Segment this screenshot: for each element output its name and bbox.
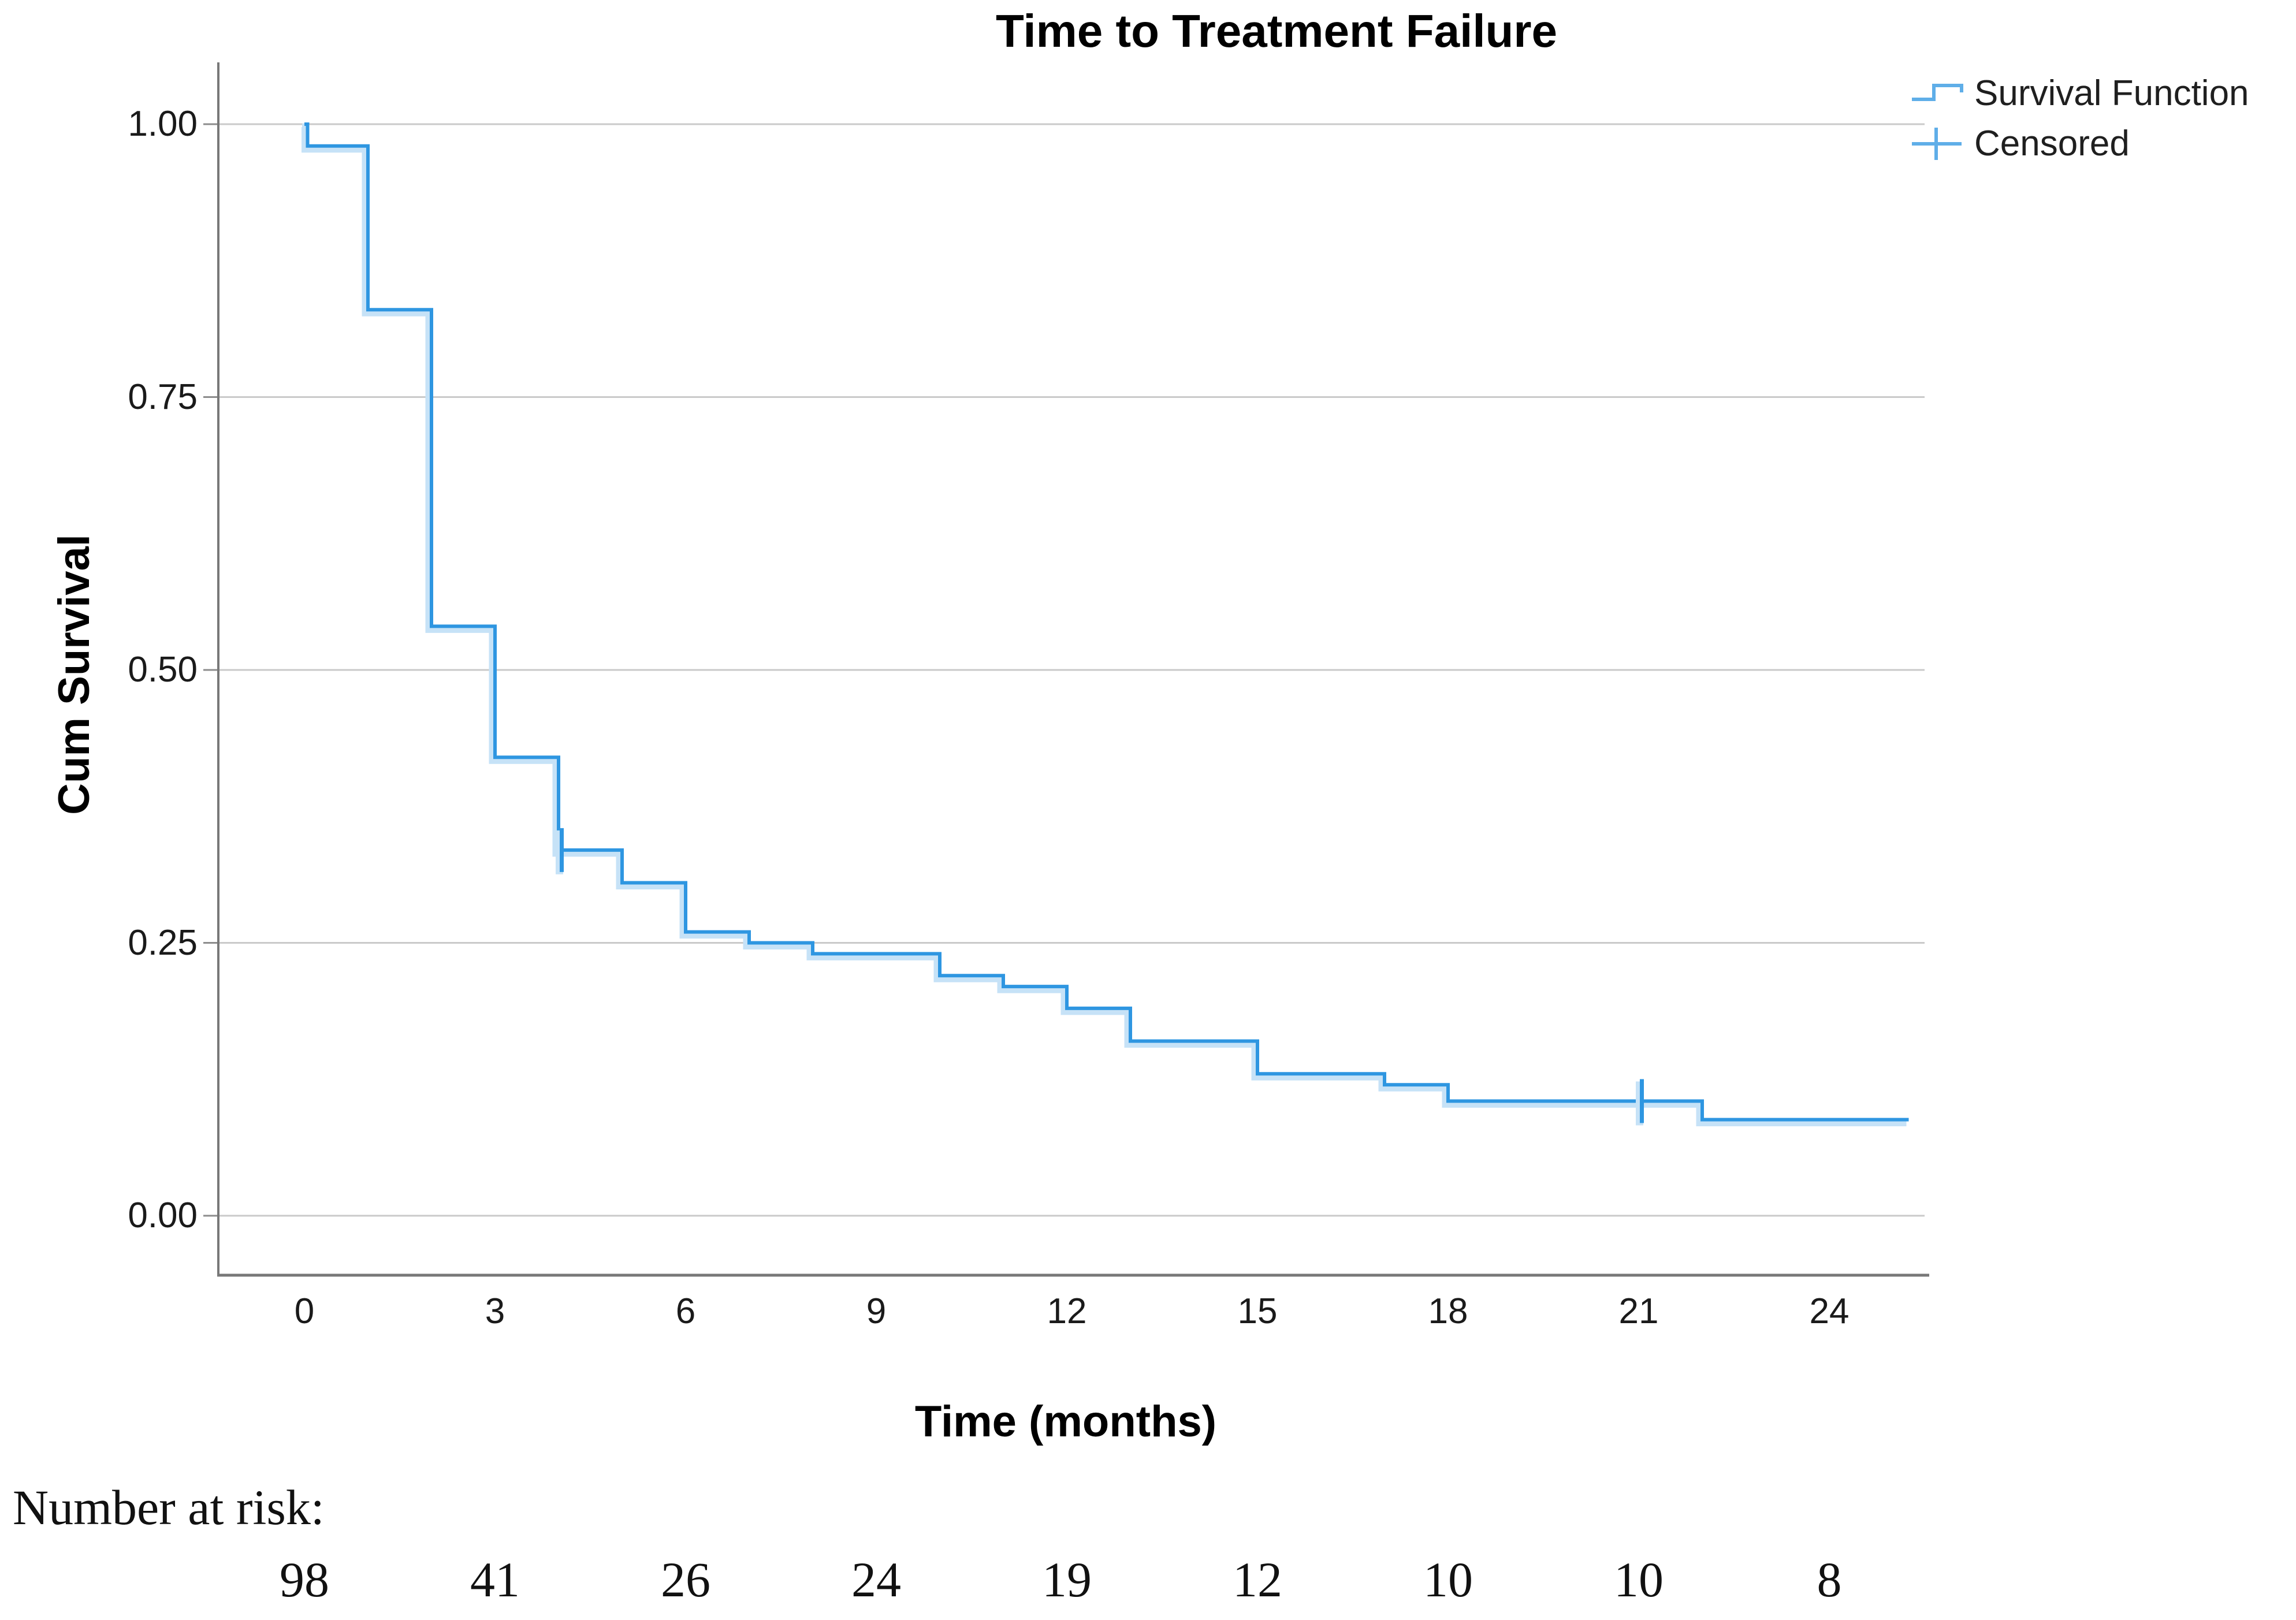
survival-curve [304,122,1909,1122]
legend-label: Censored [1974,124,2130,163]
risk-count: 8 [1817,1552,1842,1607]
number-at-risk-label: Number at risk: [13,1480,325,1535]
risk-count: 41 [470,1552,520,1607]
risk-count: 10 [1423,1552,1473,1607]
risk-count: 10 [1614,1552,1664,1607]
y-tick-label: 1.00 [128,104,198,144]
plus-tick-icon [1912,127,1962,160]
legend-item-survival-function: Survival Function [1911,73,2249,114]
x-tick-label: 12 [1047,1291,1087,1331]
x-tick-label: 21 [1618,1291,1659,1331]
legend-item-censored: Censored [1911,123,2249,164]
x-tick-label: 18 [1428,1291,1468,1331]
risk-count: 19 [1042,1552,1092,1607]
step-line-icon [1912,83,1963,101]
x-tick-label: 9 [866,1291,887,1331]
legend-label: Survival Function [1974,73,2249,113]
risk-count: 98 [280,1552,329,1607]
y-tick-label: 0.00 [128,1196,198,1235]
y-tick-label: 0.50 [128,650,198,690]
x-axis-title: Time (months) [914,1397,1217,1446]
survival-curve-halo [302,123,1907,1127]
x-tick-label: 15 [1237,1291,1278,1331]
x-tick-label: 0 [294,1291,315,1331]
chart-title: Time to Treatment Failure [995,5,1558,57]
x-tick-label: 24 [1809,1291,1850,1331]
risk-count: 24 [851,1552,901,1607]
x-tick-label: 3 [485,1291,505,1331]
risk-count: 26 [661,1552,710,1607]
y-tick-label: 0.75 [128,377,198,417]
y-tick-label: 0.25 [128,922,198,963]
x-tick-label: 6 [675,1291,696,1331]
legend: Survival Function Censored [1911,73,2249,164]
risk-count: 12 [1233,1552,1282,1607]
